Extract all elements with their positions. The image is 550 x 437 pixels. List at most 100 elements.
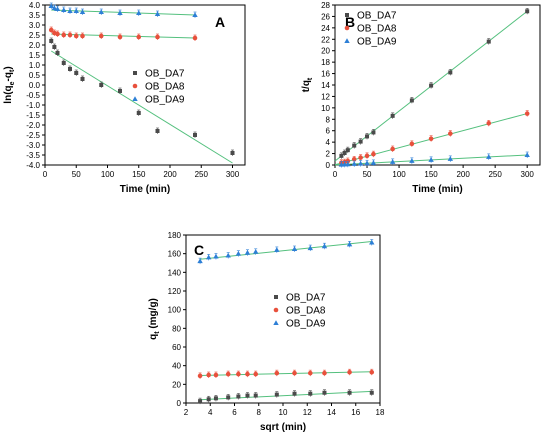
- data-point-ob-da7: [80, 77, 85, 81]
- panel-letter: B: [345, 14, 355, 30]
- data-point-ob-da7: [347, 390, 352, 395]
- data-point-ob-da9: [428, 157, 434, 162]
- y-tick-label: 40: [172, 362, 181, 371]
- data-point-ob-da7: [213, 396, 218, 401]
- data-point-ob-da8: [524, 111, 530, 116]
- y-tick-label: 100: [168, 306, 182, 315]
- data-point-ob-da7: [345, 148, 350, 153]
- x-tick-label: 250: [195, 170, 209, 179]
- x-tick-label: 300: [226, 170, 240, 179]
- data-point-ob-da8: [192, 35, 198, 41]
- data-point-ob-da7: [206, 397, 211, 402]
- legend-label: OB_DA8: [286, 306, 326, 317]
- data-point-ob-da8: [117, 34, 123, 40]
- x-tick-label: 150: [424, 170, 438, 179]
- data-point-ob-da9: [346, 241, 353, 247]
- y-tick-label: 0: [326, 161, 331, 170]
- y-tick-label: 6: [326, 127, 331, 136]
- x-axis-label: sqrt (min): [260, 422, 306, 433]
- data-point-ob-da7: [193, 133, 197, 137]
- data-point-ob-da8: [253, 371, 259, 377]
- fit-line-ob-da8: [200, 371, 372, 376]
- data-point-ob-da8: [347, 369, 352, 375]
- chart-panel-a: 0 50 100 150 200 250 300-4.0-3.5-3.0-2.5-2.0-1…: [3, 1, 246, 195]
- data-point-ob-da7: [342, 151, 347, 155]
- data-point-ob-da9: [291, 246, 298, 251]
- data-point-ob-da7: [429, 83, 434, 88]
- data-point-ob-da8: [236, 371, 241, 377]
- y-axis-label: ln(qe-qt): [3, 66, 16, 103]
- y-tick-label: 24: [321, 24, 330, 33]
- data-point-ob-da9: [351, 161, 357, 166]
- legend-marker-ob-da8: [132, 83, 138, 89]
- y-axis-label: t/qt: [301, 77, 314, 92]
- data-point-ob-da8: [428, 136, 434, 142]
- x-axis-label: Time (min): [120, 184, 170, 195]
- data-point-ob-da9: [253, 249, 259, 254]
- data-point-ob-da8: [61, 32, 67, 38]
- x-tick-label: 100: [392, 170, 406, 179]
- data-point-ob-da8: [155, 34, 160, 40]
- data-point-ob-da7: [369, 390, 374, 395]
- data-point-ob-da9: [79, 9, 86, 14]
- data-point-ob-da9: [524, 152, 530, 157]
- data-point-ob-da8: [351, 156, 357, 162]
- data-point-ob-da7: [198, 399, 203, 404]
- fit-line-ob-da9: [51, 9, 196, 16]
- data-point-ob-da7: [358, 139, 363, 144]
- data-point-ob-da9: [117, 10, 123, 15]
- data-point-ob-da7: [352, 143, 357, 148]
- y-tick-label: 26: [321, 12, 330, 21]
- legend-label: OB_DA8: [145, 82, 185, 93]
- data-point-ob-da8: [48, 27, 54, 33]
- data-point-ob-da7: [155, 129, 160, 133]
- data-point-ob-da7: [339, 153, 344, 158]
- legend-marker-ob-da7: [274, 295, 278, 299]
- y-tick-label: 160: [168, 250, 182, 259]
- data-point-ob-da7: [274, 392, 279, 397]
- data-point-ob-da9: [357, 160, 364, 166]
- data-point-ob-da7: [226, 395, 231, 400]
- x-tick-label: 6: [232, 408, 237, 417]
- data-point-ob-da7: [365, 134, 370, 139]
- x-tick-label: 50: [72, 170, 81, 179]
- data-point-ob-da9: [274, 247, 280, 252]
- y-tick-label: 2.0: [29, 41, 41, 50]
- y-tick-label: 12: [321, 92, 330, 101]
- data-point-ob-da8: [225, 371, 231, 377]
- y-tick-label: 18: [321, 58, 330, 67]
- data-point-ob-da9: [389, 159, 396, 164]
- x-tick-label: 100: [101, 170, 115, 179]
- data-point-ob-da9: [244, 249, 251, 255]
- legend-label: OB_DA7: [145, 69, 185, 80]
- x-tick-label: 14: [327, 408, 336, 417]
- data-point-ob-da7: [371, 130, 376, 135]
- legend-label: OB_DA9: [286, 319, 326, 330]
- data-point-ob-da8: [98, 33, 104, 39]
- data-point-ob-da9: [73, 8, 79, 13]
- data-point-ob-da7: [308, 391, 313, 396]
- data-point-ob-da9: [48, 3, 54, 9]
- data-point-ob-da7: [74, 71, 79, 75]
- x-tick-label: 4: [208, 408, 213, 417]
- data-point-ob-da8: [307, 370, 313, 376]
- y-tick-label: 28: [321, 1, 330, 10]
- data-point-ob-da7: [486, 39, 491, 44]
- y-tick-label: -4.0: [26, 161, 40, 170]
- data-point-ob-da8: [486, 120, 492, 126]
- y-tick-label: 8: [326, 115, 331, 124]
- x-axis-label: Time (min): [412, 184, 462, 195]
- data-point-ob-da7: [55, 51, 60, 55]
- data-point-ob-da9: [447, 156, 454, 161]
- fit-line-ob-da7: [50, 50, 233, 164]
- fit-line-ob-da8: [51, 33, 196, 39]
- chart-panel-b: 0 50 100 150 200 250 3000246810121416182022242…: [301, 1, 541, 195]
- y-tick-label: 16: [321, 70, 330, 79]
- x-tick-label: 8: [257, 408, 262, 417]
- data-point-ob-da8: [358, 155, 363, 160]
- data-point-ob-da7: [136, 111, 141, 115]
- data-point-ob-da7: [236, 394, 241, 399]
- y-tick-label: 3.0: [29, 21, 41, 30]
- x-tick-label: 150: [132, 170, 146, 179]
